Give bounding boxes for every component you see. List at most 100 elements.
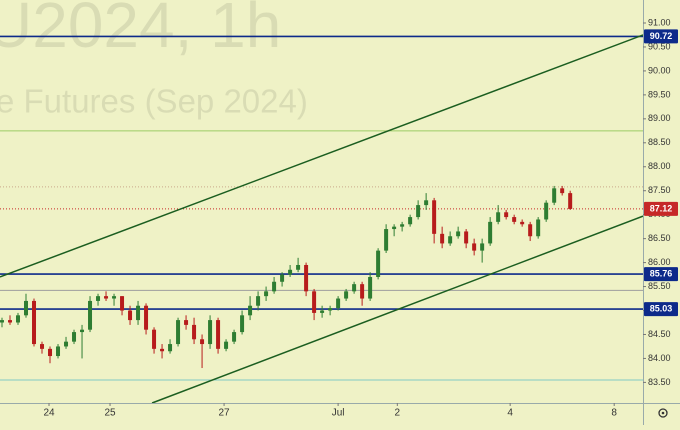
level-label-box (644, 201, 678, 216)
candle-body (232, 332, 237, 342)
candle-body (456, 231, 461, 237)
candle-body (104, 296, 109, 299)
candle-body (304, 264, 309, 292)
candle-body (208, 320, 213, 345)
candle-body (544, 202, 549, 220)
candle-body (96, 296, 101, 301)
candle-body (128, 310, 133, 321)
candle-body (560, 188, 565, 194)
y-tick-label: 87.50 (648, 185, 671, 195)
y-tick-label: 84.50 (648, 329, 671, 339)
level-label: 85.03 (650, 303, 673, 313)
candle-body (72, 332, 77, 342)
y-tick-label: 89.00 (648, 113, 671, 123)
candle-body (440, 233, 445, 244)
settings-gear-center[interactable] (661, 411, 665, 415)
candle-body (448, 236, 453, 244)
candle-body (160, 348, 165, 352)
candle-body (424, 200, 429, 206)
y-tick-label: 83.50 (648, 377, 671, 387)
candle-body (488, 221, 493, 244)
candle-body (176, 320, 181, 345)
y-tick-label: 88.00 (648, 161, 671, 171)
settings-icon[interactable] (658, 408, 668, 418)
candle-body (360, 284, 365, 299)
trend-line (0, 34, 644, 278)
candle-body (16, 315, 21, 323)
candle-body (312, 291, 317, 313)
candle-body (280, 274, 285, 282)
level-label: 90.72 (650, 31, 673, 41)
y-tick-label: 85.50 (648, 281, 671, 291)
trend-line (151, 215, 644, 404)
candle-body (24, 300, 29, 316)
candle-body (8, 320, 13, 323)
candle-body (248, 305, 253, 316)
candle-body (56, 346, 61, 357)
candle-body (64, 341, 69, 347)
candle-body (296, 264, 301, 270)
candle-body (344, 291, 349, 299)
y-tick-label: 86.50 (648, 233, 671, 243)
candle-body (136, 305, 141, 321)
candle-body (504, 212, 509, 218)
candle-body (144, 305, 149, 330)
candle-body (416, 205, 421, 218)
candle-body (368, 276, 373, 299)
candle-body (200, 339, 205, 345)
candle-body (512, 217, 517, 222)
candle-body (184, 320, 189, 325)
candle-body (264, 291, 269, 297)
candle-body (216, 320, 221, 349)
candle-body (32, 300, 37, 345)
candle-body (88, 300, 93, 330)
candle-body (272, 281, 277, 292)
x-tick-label: 2 (395, 408, 401, 419)
settings-gear[interactable] (658, 408, 668, 418)
candle-body (376, 250, 381, 277)
candle-body (120, 296, 125, 311)
candle-body (320, 310, 325, 313)
y-tick-label: 84.00 (648, 353, 671, 363)
x-tick-label: 8 (611, 408, 617, 419)
candle-body (240, 315, 245, 333)
candle-body (40, 344, 45, 349)
candle-body (80, 329, 85, 333)
candle-body (336, 298, 341, 309)
candle-body (328, 308, 333, 311)
candle-body (288, 269, 293, 275)
candle-body (152, 329, 157, 349)
x-tick-label: 24 (43, 408, 55, 419)
y-tick-label: 88.50 (648, 137, 671, 147)
candle-body (472, 243, 477, 251)
watermark-title: U2024, 1h (0, 0, 281, 61)
candle-body (464, 231, 469, 244)
candle-body (256, 296, 261, 306)
level-label-box (644, 302, 678, 317)
candle-body (528, 224, 533, 237)
candle-body (480, 243, 485, 251)
watermark-subtitle: e Futures (Sep 2024) (0, 83, 308, 120)
candle-body (552, 188, 557, 203)
candle-body (48, 348, 53, 357)
x-tick-label: 27 (219, 408, 231, 419)
x-tick-label: 25 (104, 408, 116, 419)
candle-body (168, 344, 173, 352)
candle-body (0, 320, 5, 323)
candle-body (392, 226, 397, 230)
level-label-box (644, 29, 678, 44)
candle-body (568, 193, 573, 209)
level-label: 85.76 (650, 268, 673, 278)
candle-body (112, 296, 117, 299)
y-tick-label: 86.00 (648, 257, 671, 267)
x-tick-label: 4 (507, 408, 513, 419)
y-tick-label: 90.50 (648, 41, 671, 51)
level-label: 87.12 (650, 203, 673, 213)
candle-body (408, 217, 413, 225)
candle-body (400, 224, 405, 227)
candle-body (520, 221, 525, 225)
candle-body (192, 324, 197, 340)
level-label-box (644, 267, 678, 282)
